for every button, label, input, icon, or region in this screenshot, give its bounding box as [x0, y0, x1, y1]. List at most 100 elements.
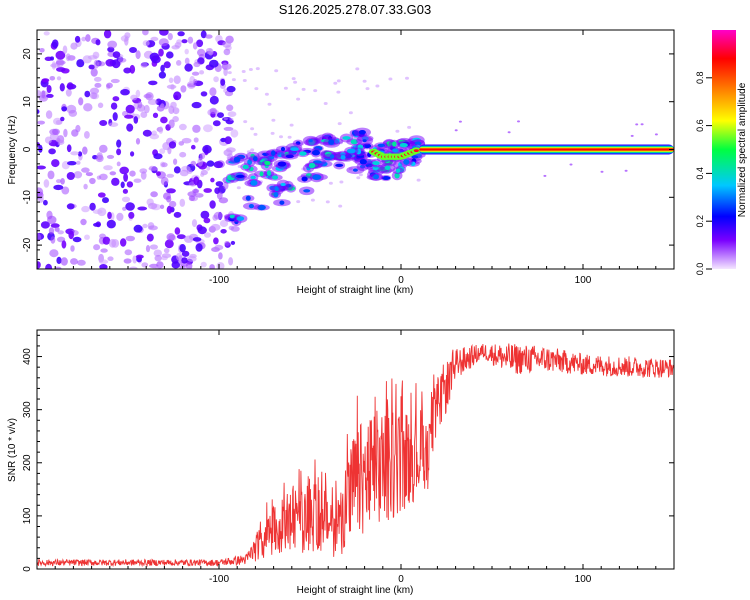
noise-blob: [54, 266, 62, 269]
noise-blob: [112, 51, 121, 59]
noise-blob: [108, 122, 119, 127]
noise-blob: [209, 264, 215, 269]
noise-blob: [255, 67, 260, 71]
noise-blob: [176, 60, 182, 66]
noise-blob: [56, 67, 66, 72]
signal-blob: [384, 165, 391, 171]
noise-blob: [118, 57, 127, 63]
noise-blob: [46, 93, 54, 98]
noise-blob: [125, 202, 135, 211]
noise-blob: [140, 111, 148, 118]
signal-blob: [299, 151, 307, 156]
noise-blob: [56, 256, 62, 264]
signal-blob: [352, 168, 358, 172]
noise-blob: [156, 171, 161, 177]
noise-blob: [89, 202, 96, 211]
chart-title: S126.2025.278.07.33.G03: [279, 2, 432, 17]
signal-blob: [342, 136, 351, 140]
snr-series-line: [37, 343, 674, 568]
noise-blob: [133, 116, 139, 124]
noise-blob: [142, 40, 150, 47]
noise-blob: [89, 87, 100, 95]
noise-blob: [41, 78, 50, 83]
noise-blob: [130, 94, 138, 101]
noise-blob: [186, 255, 197, 262]
noise-blob: [37, 165, 46, 170]
noise-blob: [62, 45, 68, 54]
noise-blob: [125, 104, 135, 114]
noise-blob: [569, 163, 573, 166]
noise-blob: [176, 252, 183, 261]
noise-blob: [242, 79, 247, 82]
noise-blob: [124, 114, 134, 119]
signal-blob: [250, 180, 258, 186]
noise-blob: [99, 264, 108, 269]
noise-blob: [124, 32, 131, 39]
noise-blob: [218, 252, 223, 260]
noise-blob: [109, 171, 117, 176]
noise-blob: [77, 259, 86, 266]
noise-blob: [209, 95, 219, 105]
noise-blob: [200, 210, 210, 219]
noise-blob: [289, 123, 294, 127]
x-tick-label: 0: [398, 574, 404, 585]
noise-blob: [226, 104, 234, 112]
noise-blob: [135, 50, 141, 60]
noise-blob: [47, 215, 57, 225]
noise-blob: [152, 112, 159, 119]
noise-blob: [148, 80, 158, 86]
noise-blob: [49, 249, 59, 258]
noise-blob: [166, 188, 176, 194]
noise-blob: [228, 257, 234, 266]
noise-blob: [193, 137, 199, 143]
noise-blob: [61, 186, 70, 195]
signal-blob: [271, 150, 276, 157]
signal-blob: [312, 149, 320, 156]
signal-blob: [312, 174, 322, 180]
snr-marks: [37, 343, 674, 568]
colorbar: 0.0 0.2 0.4 0.6 0.8 Normalized spectral ampl…: [695, 30, 748, 275]
signal-blob: [285, 154, 294, 159]
signal-blob: [266, 170, 272, 176]
signal-blob: [233, 156, 241, 163]
noise-blob: [129, 47, 137, 53]
noise-blob: [128, 211, 135, 219]
noise-blob: [142, 223, 148, 229]
signal-blob: [277, 161, 287, 167]
noise-blob: [120, 181, 125, 189]
signal-blob: [264, 160, 271, 166]
noise-blob: [336, 79, 341, 83]
noise-blob: [72, 236, 82, 243]
noise-blob: [98, 259, 109, 265]
noise-blob: [90, 68, 98, 77]
noise-blob: [191, 219, 198, 228]
noise-blob: [45, 263, 53, 269]
noise-blob: [116, 161, 121, 167]
noise-blob: [93, 244, 101, 251]
noise-blob: [230, 129, 239, 138]
noise-blob: [187, 36, 194, 44]
noise-blob: [407, 125, 412, 129]
noise-blob: [60, 178, 65, 185]
noise-blob: [213, 237, 219, 245]
signal-blob: [335, 163, 344, 167]
signal-blob: [252, 156, 258, 162]
noise-blob: [159, 103, 165, 111]
noise-blob: [197, 48, 206, 57]
noise-blob: [338, 204, 343, 208]
noise-blob: [203, 217, 211, 224]
noise-blob: [210, 223, 221, 231]
noise-blob: [203, 124, 213, 133]
noise-blob: [184, 48, 189, 55]
x-tick-label: 0: [398, 275, 404, 286]
noise-blob: [143, 93, 152, 99]
noise-blob: [195, 243, 203, 252]
noise-blob: [61, 106, 68, 112]
spectrogram-ylabel: Frequency (Hz): [7, 116, 18, 185]
noise-blob: [70, 151, 80, 156]
noise-blob: [199, 70, 205, 75]
noise-blob: [454, 129, 458, 132]
noise-blob: [200, 91, 208, 97]
noise-blob: [213, 76, 219, 83]
noise-blob: [204, 232, 211, 238]
